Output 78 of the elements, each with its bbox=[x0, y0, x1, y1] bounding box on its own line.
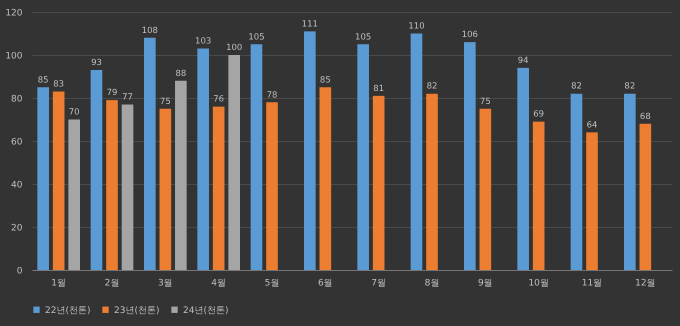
bar bbox=[90, 70, 102, 270]
data-label: 75 bbox=[480, 96, 491, 107]
bar bbox=[320, 87, 332, 270]
bar bbox=[426, 94, 438, 270]
data-label: 100 bbox=[226, 43, 242, 53]
data-label: 110 bbox=[408, 22, 425, 32]
bar bbox=[160, 108, 172, 270]
x-tick-label: 9월 bbox=[478, 278, 493, 288]
y-tick-label: 100 bbox=[5, 52, 23, 62]
y-tick-label: 20 bbox=[11, 224, 23, 234]
bar bbox=[106, 100, 118, 270]
bar bbox=[212, 106, 224, 270]
data-label: 103 bbox=[195, 36, 212, 47]
data-label: 82 bbox=[624, 82, 636, 92]
x-tick-label: 1월 bbox=[51, 278, 66, 288]
bar bbox=[532, 122, 544, 270]
bar bbox=[68, 120, 80, 270]
data-label: 108 bbox=[142, 26, 158, 36]
data-label: 83 bbox=[53, 80, 64, 90]
bar bbox=[250, 44, 262, 270]
data-label: 85 bbox=[320, 75, 331, 86]
x-tick-label: 10월 bbox=[528, 278, 549, 288]
bar bbox=[372, 96, 384, 270]
bar bbox=[175, 80, 187, 270]
bar bbox=[197, 48, 209, 270]
data-label: 93 bbox=[91, 58, 102, 68]
data-label: 85 bbox=[38, 75, 49, 86]
bar bbox=[517, 68, 529, 270]
data-label: 77 bbox=[122, 92, 133, 102]
data-label: 111 bbox=[302, 19, 318, 30]
data-label: 105 bbox=[355, 32, 372, 42]
bar bbox=[586, 132, 598, 270]
bar bbox=[144, 38, 156, 270]
bar bbox=[357, 44, 369, 270]
x-tick-label: 2월 bbox=[104, 278, 120, 288]
bar bbox=[37, 87, 49, 270]
bar bbox=[624, 94, 636, 270]
legend-label: 24년(천톤) bbox=[183, 306, 228, 316]
data-label: 76 bbox=[213, 94, 224, 105]
y-tick-label: 40 bbox=[11, 180, 23, 190]
data-label: 82 bbox=[571, 82, 582, 92]
bar bbox=[122, 104, 134, 270]
legend-label: 22년(천톤) bbox=[45, 306, 90, 316]
x-tick-label: 12월 bbox=[635, 278, 656, 288]
bar bbox=[228, 55, 240, 270]
bar bbox=[266, 102, 278, 270]
data-label: 79 bbox=[106, 88, 118, 98]
data-label: 82 bbox=[426, 82, 438, 92]
y-tick-label: 80 bbox=[11, 94, 23, 104]
data-label: 64 bbox=[586, 120, 598, 130]
x-tick-label: 4월 bbox=[211, 278, 226, 288]
x-tick-label: 7월 bbox=[371, 278, 386, 288]
x-tick-label: 5월 bbox=[264, 278, 280, 288]
data-label: 81 bbox=[373, 84, 384, 94]
data-label: 106 bbox=[462, 30, 478, 40]
x-tick-label: 8월 bbox=[424, 278, 440, 288]
data-label: 78 bbox=[266, 90, 278, 100]
x-tick-label: 11월 bbox=[582, 278, 602, 288]
bar bbox=[304, 31, 316, 270]
bar bbox=[464, 42, 476, 270]
data-label: 94 bbox=[518, 56, 529, 66]
data-label: 68 bbox=[640, 112, 651, 122]
data-label: 105 bbox=[248, 32, 265, 42]
bar bbox=[480, 108, 492, 270]
data-label: 75 bbox=[160, 96, 171, 107]
bar bbox=[570, 94, 582, 270]
data-label: 70 bbox=[68, 108, 80, 118]
x-tick-label: 6월 bbox=[318, 278, 333, 288]
legend-label: 23년(천톤) bbox=[114, 306, 160, 316]
bar bbox=[410, 34, 422, 270]
x-tick-label: 3월 bbox=[158, 278, 173, 288]
bar bbox=[52, 92, 64, 270]
data-label: 69 bbox=[533, 110, 544, 120]
data-label: 88 bbox=[175, 68, 186, 79]
y-tick-label: 60 bbox=[11, 138, 23, 148]
bar bbox=[640, 124, 652, 270]
y-tick-label: 0 bbox=[16, 266, 23, 276]
y-tick-label: 120 bbox=[5, 8, 23, 18]
